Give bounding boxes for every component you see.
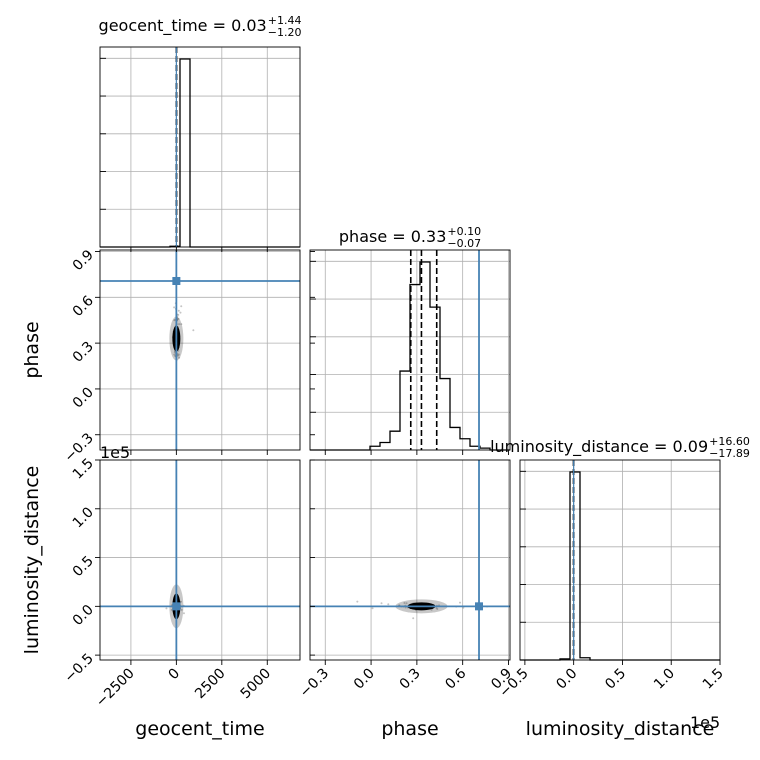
panel-phase-luminosity_distance (309, 459, 511, 661)
sample-point (180, 305, 183, 308)
sample-point (173, 351, 176, 354)
grid-lines (310, 460, 510, 660)
sample-point (462, 606, 465, 609)
sample-point (405, 602, 408, 605)
x-tick-label: 0.0 (553, 666, 580, 693)
x-tick-label: 2500 (192, 666, 229, 703)
y-tick-label: −0.5 (61, 651, 96, 686)
title-geocent_time: geocent_time = 0.03 +1.44−1.20 (99, 14, 302, 39)
sample-point (177, 313, 180, 316)
sample-point (412, 617, 415, 620)
x-tick-label: 0.0 (351, 666, 378, 693)
sample-point (180, 323, 183, 326)
y-tick-label: 0.6 (70, 293, 97, 320)
grid-lines (324, 250, 509, 450)
truth-marker (172, 276, 181, 285)
panel-phase-hist (309, 249, 511, 451)
sample-point (182, 612, 185, 615)
x-tick-label: 0.3 (397, 666, 424, 693)
sample-point (177, 309, 180, 312)
sample-point (192, 329, 195, 332)
sample-point (459, 601, 462, 604)
y-tick-label: 0.0 (70, 602, 97, 629)
sample-point (179, 311, 182, 314)
hist-geocent_time (100, 58, 300, 248)
title-phase: phase = 0.33 +0.10−0.07 (339, 225, 481, 250)
title-main: luminosity_distance = 0.09 (490, 437, 708, 457)
title-luminosity_distance: luminosity_distance = 0.09 +16.60−17.89 (490, 435, 750, 460)
x-tick-label: −2500 (93, 666, 138, 711)
y-tick-label: −0.3 (61, 430, 96, 465)
sample-point (177, 353, 180, 356)
sample-point (380, 602, 383, 605)
sample-point (356, 600, 359, 603)
truth-marker (172, 602, 181, 611)
x-tick-label: 1.0 (651, 666, 678, 693)
x-tick-label: −0.3 (297, 666, 332, 701)
x-tick-label: 0.6 (442, 665, 469, 692)
y-tick-label: 1.0 (70, 504, 97, 531)
y-tick-label: 0.5 (70, 553, 97, 580)
xlabel-geocent-time: geocent_time (135, 718, 264, 740)
y-tick-label: 0.9 (70, 247, 97, 274)
xlabel-luminosity-distance: luminosity_distance (526, 718, 715, 740)
panel-geocent_time-hist (99, 46, 301, 248)
scatter-geocent_time-phase (169, 302, 195, 362)
title-plus: +1.44 (268, 14, 302, 27)
sample-point (177, 354, 180, 357)
grid-lines (100, 460, 300, 660)
title-main: phase = 0.33 (339, 227, 446, 246)
y-offset-text: 1e5 (100, 443, 130, 462)
y-tick-label: 0.0 (70, 384, 97, 411)
panel-geocent_time-luminosity_distance (99, 459, 301, 661)
y-tick-label: 0.3 (70, 339, 97, 366)
hist-luminosity_distance (520, 471, 720, 661)
sample-point (170, 608, 173, 611)
sample-point (179, 600, 182, 603)
sample-point (177, 317, 180, 320)
sample-point (165, 607, 168, 610)
scatter-phase-luminosity_distance (356, 599, 489, 620)
truth-marker (475, 602, 484, 611)
title-minus: −17.89 (709, 447, 750, 460)
sample-point (436, 607, 439, 610)
grid-lines (130, 47, 268, 247)
x-tick-label: 5000 (238, 666, 275, 703)
grid-lines (524, 460, 672, 660)
sample-point (180, 608, 183, 611)
sample-point (387, 603, 390, 606)
xlabel-phase: phase (381, 718, 438, 740)
panel-geocent_time-phase (99, 249, 301, 451)
title-minus: −0.07 (447, 237, 481, 250)
title-plus: +0.10 (447, 225, 481, 238)
ylabel-phase: phase (21, 321, 43, 378)
sample-point (435, 606, 438, 609)
sample-point (173, 319, 176, 322)
x-tick-label: 0.5 (602, 666, 629, 693)
title-minus: −1.20 (268, 26, 302, 39)
sample-point (178, 356, 181, 359)
sample-point (173, 306, 176, 309)
sample-point (173, 353, 176, 356)
sample-point (371, 607, 374, 610)
title-plus: +16.60 (709, 435, 750, 448)
x-tick-label: 0 (166, 666, 184, 684)
x-offset-text: 1e5 (690, 713, 720, 732)
x-tick-label: 1.5 (700, 666, 727, 693)
sample-point (403, 602, 406, 605)
panel-luminosity_distance-hist (519, 459, 721, 661)
grid-lines (100, 250, 300, 450)
sample-point (178, 323, 181, 326)
ylabel-luminosity-distance: luminosity_distance (21, 466, 43, 655)
title-main: geocent_time = 0.03 (99, 16, 267, 36)
